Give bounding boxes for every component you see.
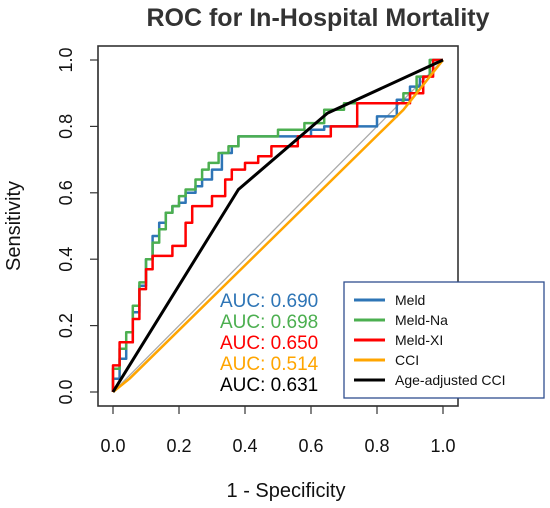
y-tick-label: 1.0: [56, 47, 76, 72]
x-tick-label: 0.2: [166, 436, 191, 456]
legend-label-meld-na: Meld-Na: [395, 312, 448, 328]
y-tick-label: 0.6: [56, 180, 76, 205]
y-tick-label: 0.2: [56, 313, 76, 338]
auc-label-meld: AUC: 0.690: [220, 291, 318, 312]
legend-label-cci: CCI: [395, 352, 419, 368]
x-tick-label: 1.0: [430, 436, 455, 456]
auc-label-meld-xi: AUC: 0.650: [220, 333, 318, 354]
auc-label-age-adjusted-cci: AUC: 0.631: [220, 375, 318, 396]
y-axis: 0.0 0.2 0.4 0.6 0.8 1.0: [56, 47, 99, 405]
y-axis-title: Sensitivity: [3, 181, 25, 271]
auc-label-meld-na: AUC: 0.698: [220, 312, 318, 333]
x-tick-label: 0.8: [364, 436, 389, 456]
x-tick-label: 0.0: [100, 436, 125, 456]
legend: Meld Meld-Na Meld-XI CCI Age-adjusted CCI: [343, 281, 545, 399]
y-tick-label: 0.0: [56, 379, 76, 404]
chart-title: ROC for In-Hospital Mortality: [146, 4, 489, 32]
legend-label-meld: Meld: [395, 292, 425, 308]
legend-label-age-adjusted-cci: Age-adjusted CCI: [395, 372, 506, 388]
x-axis: 0.0 0.2 0.4 0.6 0.8 1.0: [100, 405, 456, 456]
y-tick-label: 0.8: [56, 114, 76, 139]
y-tick-label: 0.4: [56, 247, 76, 272]
series-layer: [111, 58, 444, 393]
x-tick-label: 0.6: [298, 436, 323, 456]
series-line-cci: [112, 59, 444, 393]
series-line-age-adjusted-cci: [111, 58, 444, 393]
series-line-meld-xi: [111, 58, 443, 392]
x-tick-label: 0.4: [232, 436, 257, 456]
legend-label-meld-xi: Meld-XI: [395, 332, 443, 348]
auc-label-cci: AUC: 0.514: [220, 354, 319, 375]
x-axis-title: 1 - Specificity: [227, 480, 346, 502]
